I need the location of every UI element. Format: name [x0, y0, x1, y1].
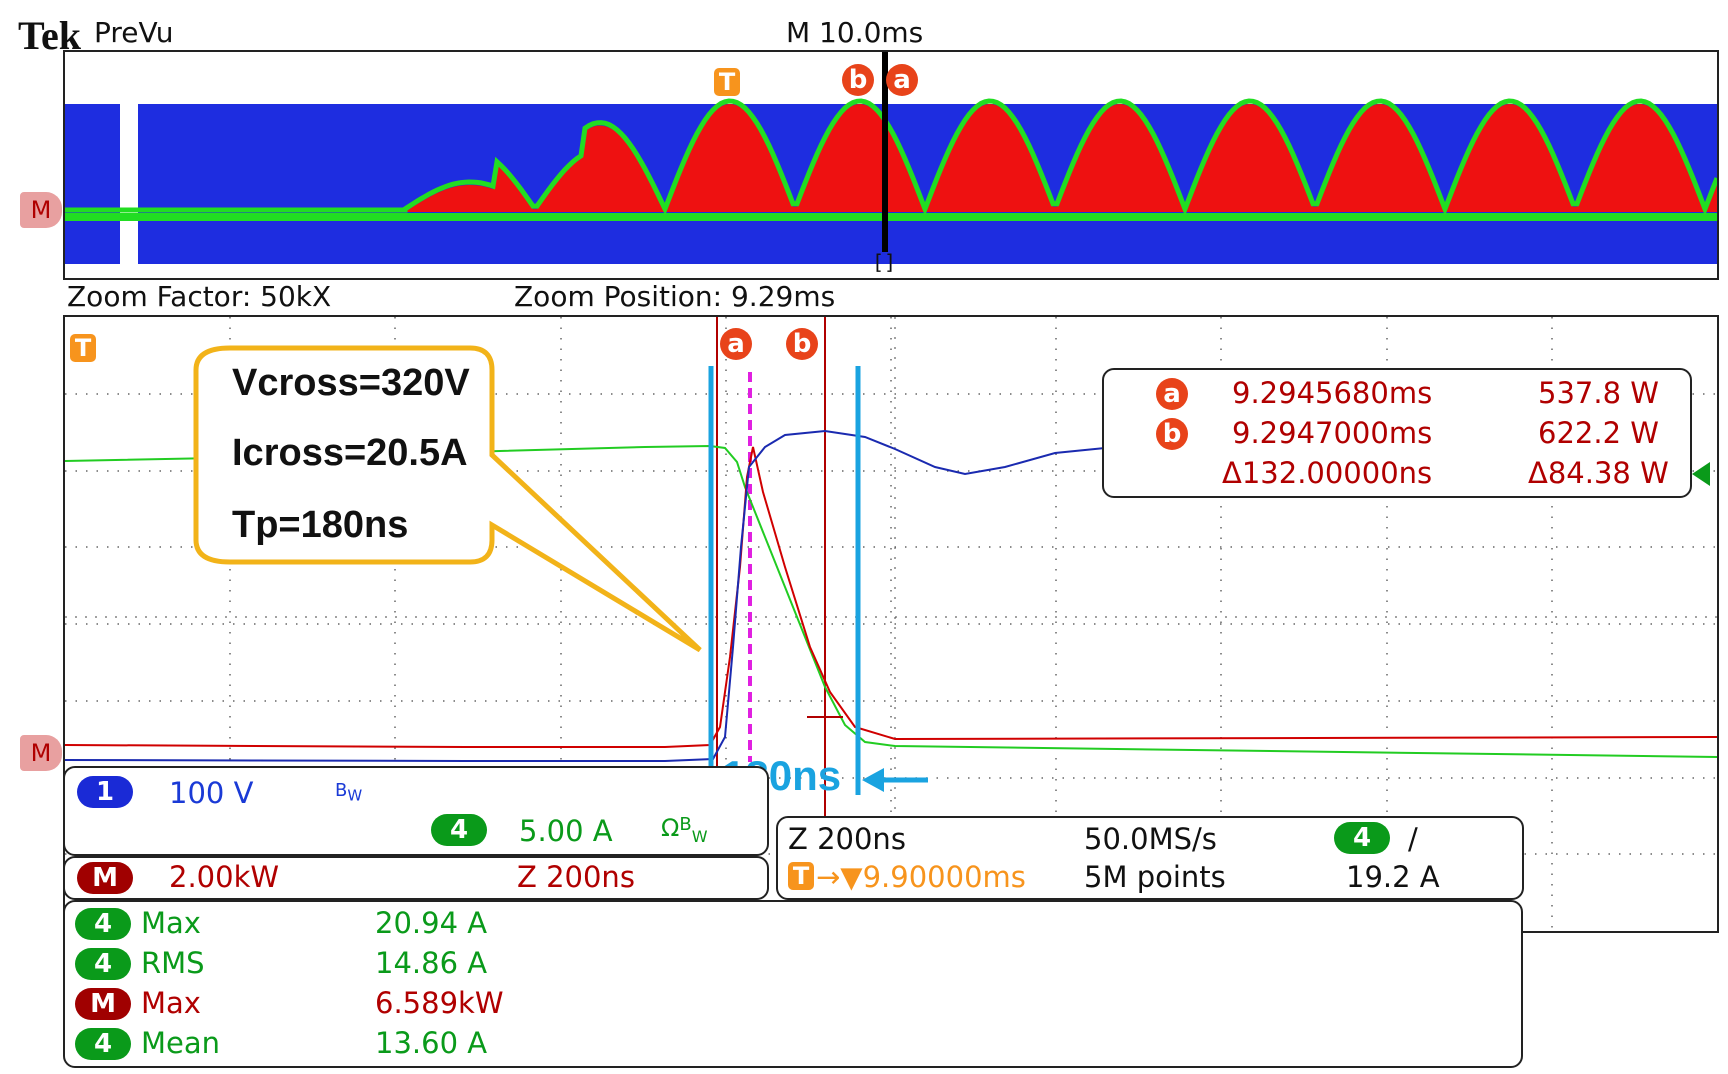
- ch1-bw-label: B: [335, 780, 348, 801]
- ch4-envelope: [65, 98, 1717, 216]
- overview-ref-label: M: [30, 196, 52, 224]
- ch1-dropout: [120, 104, 138, 264]
- ch4-current-trace: [65, 444, 1717, 758]
- math-badge[interactable]: M: [77, 862, 133, 894]
- ch4-level-arrow: [1692, 462, 1710, 486]
- span-arrowhead-right: [862, 768, 884, 792]
- measurement-row[interactable]: 4 RMS 14.86 A: [65, 944, 665, 982]
- cursor-b-value: 622.2 W: [1538, 416, 1659, 450]
- trigger-level[interactable]: 19.2 A: [1346, 860, 1440, 894]
- overview-zoom-box[interactable]: []: [872, 250, 897, 274]
- main-trigger-marker[interactable]: T: [70, 334, 96, 362]
- measurement-type: Mean: [141, 1026, 221, 1060]
- ch4-omega: Ω: [661, 814, 680, 842]
- main-ref-label: M: [30, 739, 52, 767]
- ch4-bw-sub: W: [691, 826, 708, 846]
- trigger-position-icon: T: [788, 862, 814, 890]
- measurement-row[interactable]: 4 Mean 13.60 A: [65, 1024, 665, 1062]
- math-power-trace: [65, 446, 1717, 748]
- measurement-row[interactable]: 4 Max 20.94 A: [65, 904, 665, 942]
- ch4-baseline: [65, 213, 1717, 221]
- math-scale-panel[interactable]: M 2.00kW Z 200ns: [63, 856, 769, 900]
- timebase-label: M 10.0ms: [786, 16, 924, 49]
- math-zoom: Z 200ns: [517, 860, 635, 894]
- overview-ref-marker[interactable]: M: [20, 192, 62, 228]
- main-cursor-a[interactable]: a: [720, 328, 752, 360]
- readout-cursor-b-icon: b: [1156, 418, 1188, 450]
- ch4-scale[interactable]: 5.00 A: [519, 814, 613, 848]
- callout-tp: Tp=180ns: [232, 504, 409, 546]
- callout-icross: Icross=20.5A: [232, 432, 468, 474]
- measurement-value: 20.94 A: [375, 906, 488, 940]
- ch4-termination: ΩBW: [661, 814, 708, 846]
- measurement-type: Max: [141, 906, 201, 940]
- acq-sample-rate[interactable]: 50.0MS/s: [1084, 822, 1217, 856]
- record-length[interactable]: 5M points: [1084, 860, 1226, 894]
- acq-zoom: Z 200ns: [788, 822, 906, 856]
- overview-waveform: [65, 52, 1717, 264]
- cursor-a-value: 537.8 W: [1538, 376, 1659, 410]
- callout-bubble: [193, 345, 702, 653]
- measurement-type: Max: [141, 986, 201, 1020]
- mode-label: PreVu: [94, 16, 174, 49]
- measurement-row[interactable]: M Max 6.589kW: [65, 984, 665, 1022]
- cursor-b-time: 9.2947000ms: [1232, 416, 1433, 450]
- ch1-scale[interactable]: 100 V: [169, 776, 254, 810]
- ch1-badge[interactable]: 1: [77, 776, 133, 808]
- measurement-value: 6.589kW: [375, 986, 504, 1020]
- measurement-source-badge: 4: [75, 948, 131, 980]
- measurement-value: 14.86 A: [375, 946, 488, 980]
- measurement-value: 13.60 A: [375, 1026, 488, 1060]
- zoom-position: Zoom Position: 9.29ms: [514, 280, 836, 313]
- overview-cursor-b[interactable]: b: [842, 64, 874, 96]
- zoom-factor: Zoom Factor: 50kX: [67, 280, 332, 313]
- cursor-a-time: 9.2945680ms: [1232, 376, 1433, 410]
- trigger-source-badge[interactable]: 4: [1334, 822, 1390, 854]
- trigger-slope-icon[interactable]: /: [1408, 822, 1418, 856]
- overview-cursor-a[interactable]: a: [886, 64, 918, 96]
- measurement-source-badge: M: [75, 988, 131, 1020]
- cursor-readout-panel: a b 9.2945680ms 537.8 W 9.2947000ms 622.…: [1102, 368, 1692, 498]
- measurements-panel: 4 Max 20.94 A 4 RMS 14.86 A M Max 6.589kW 4 Mean 13…: [63, 900, 1523, 1068]
- measurement-source-badge: 4: [75, 908, 131, 940]
- math-scale[interactable]: 2.00kW: [169, 860, 280, 894]
- main-cursor-b[interactable]: b: [786, 328, 818, 360]
- ch1-bw-limit: BW: [335, 780, 362, 805]
- cursor-delta-value: Δ84.38 W: [1528, 456, 1669, 490]
- measurement-source-badge: 4: [75, 1028, 131, 1060]
- callout-vcross: Vcross=320V: [232, 362, 470, 404]
- ch4-badge[interactable]: 4: [431, 814, 487, 846]
- measurement-type: RMS: [141, 946, 205, 980]
- cursor-delta-time: Δ132.00000ns: [1222, 456, 1433, 490]
- main-ref-marker[interactable]: M: [20, 735, 62, 771]
- readout-cursor-a-icon: a: [1156, 378, 1188, 410]
- trigger-position[interactable]: →▼9.90000ms: [816, 860, 1026, 894]
- overview-trigger-marker[interactable]: T: [714, 68, 740, 96]
- channel-scale-panel[interactable]: 1 100 V BW 4 5.00 A ΩBW: [63, 766, 769, 856]
- acquisition-panel[interactable]: Z 200ns 50.0MS/s 4 / T →▼9.90000ms 5M po…: [776, 816, 1524, 900]
- ch4-bw-label: B: [679, 814, 692, 835]
- ch1-bw-sub: W: [347, 786, 363, 805]
